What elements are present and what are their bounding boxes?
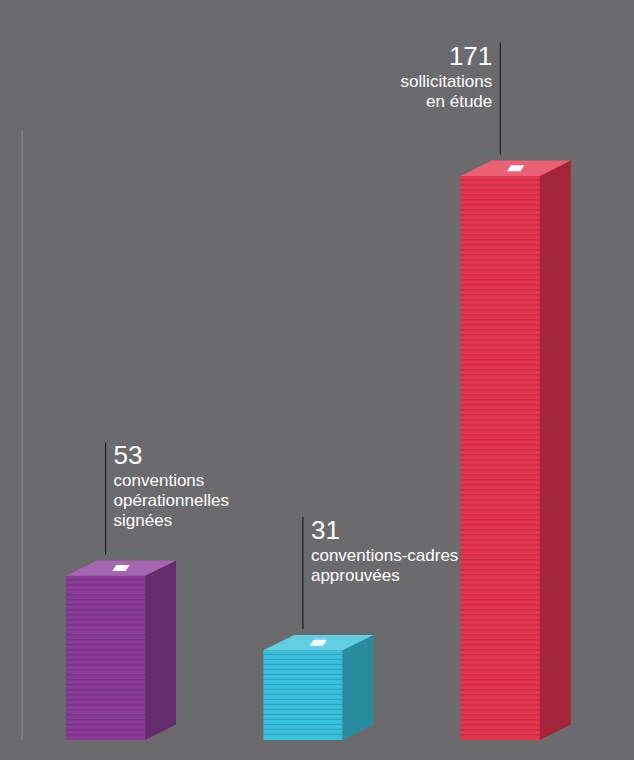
svg-text:53: 53 bbox=[114, 440, 143, 470]
svg-text:conventions: conventions bbox=[114, 471, 205, 490]
svg-text:171: 171 bbox=[449, 41, 492, 71]
svg-text:31: 31 bbox=[311, 515, 340, 545]
svg-text:signées: signées bbox=[114, 511, 173, 530]
svg-text:opérationnelles: opérationnelles bbox=[114, 491, 229, 510]
svg-text:conventions-cadres: conventions-cadres bbox=[311, 546, 458, 565]
svg-text:approuvées: approuvées bbox=[311, 566, 400, 585]
svg-text:sollicitations: sollicitations bbox=[401, 72, 493, 91]
svg-text:en étude: en étude bbox=[426, 92, 492, 111]
